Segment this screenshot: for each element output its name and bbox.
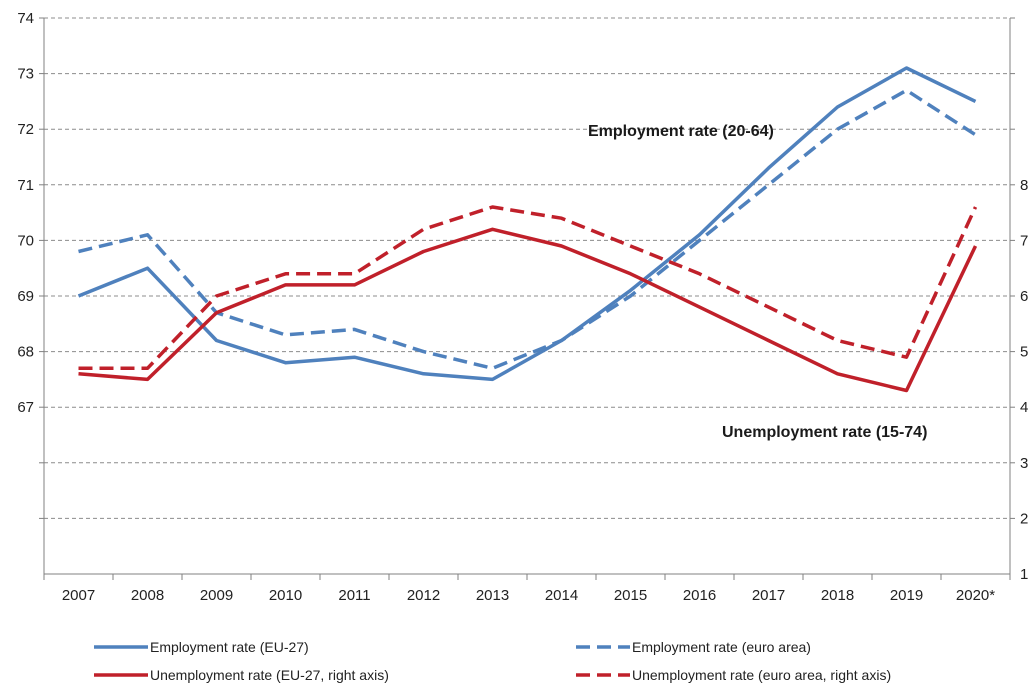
x-tick-label: 2009	[200, 587, 233, 604]
left-tick-label: 73	[17, 66, 34, 83]
right-axis-ticks: 1 2 3 4 5 6 7 8	[1020, 177, 1028, 583]
left-tick-label: 70	[17, 232, 34, 249]
gridlines	[44, 17, 1010, 519]
left-tick-label: 74	[17, 10, 34, 27]
series-line-1	[78, 88, 977, 371]
left-tick-label: 71	[17, 177, 34, 194]
series-line-3	[78, 205, 978, 371]
annotation-employment: Employment rate (20-64)	[588, 123, 774, 140]
right-tick-label: 3	[1020, 455, 1028, 472]
x-tick-label: 2016	[683, 587, 716, 604]
right-tick-label: 5	[1020, 344, 1028, 361]
x-tick-label: 2019	[890, 587, 923, 604]
x-tick-label: 2014	[545, 587, 578, 604]
legend-label-0: Employment rate (EU-27)	[150, 639, 309, 655]
legend-label-2: Unemployment rate (EU-27, right axis)	[150, 667, 389, 683]
left-tick-label: 67	[17, 399, 34, 416]
x-axis-ticks: 2007 2008 2009 2010 2011 2012 2013 2014 2015 2016…	[62, 587, 995, 604]
series-line-2	[78, 227, 978, 393]
series-lines	[77, 66, 978, 393]
left-tick-label: 68	[17, 344, 34, 361]
left-axis-ticks: 67 68 69 70 71 72 73 74	[17, 10, 34, 416]
x-tick-label: 2008	[131, 587, 164, 604]
right-tick-label: 4	[1020, 399, 1028, 416]
legend: Employment rate (EU-27) Employment rate (…	[94, 639, 891, 683]
right-tick-label: 7	[1020, 232, 1028, 249]
right-tick-label: 8	[1020, 177, 1028, 194]
axes	[39, 17, 1015, 580]
x-tick-label: 2015	[614, 587, 647, 604]
x-tick-label: 2013	[476, 587, 509, 604]
x-tick-label: 2017	[752, 587, 785, 604]
x-tick-label: 2011	[338, 587, 370, 604]
x-tick-label: 2007	[62, 587, 95, 604]
x-tick-label: 2012	[407, 587, 440, 604]
legend-label-3: Unemployment rate (euro area, right axis…	[632, 667, 891, 683]
annotation-unemployment: Unemployment rate (15-74)	[722, 424, 927, 441]
right-tick-label: 6	[1020, 288, 1028, 305]
x-tick-label: 2010	[269, 587, 302, 604]
x-tick-label: 2018	[821, 587, 854, 604]
left-tick-label: 69	[17, 288, 34, 305]
right-tick-label: 2	[1020, 510, 1028, 527]
series-line-0	[77, 66, 977, 382]
right-tick-label: 1	[1020, 566, 1028, 583]
legend-label-1: Employment rate (euro area)	[632, 639, 811, 655]
left-tick-label: 72	[17, 121, 34, 138]
x-tick-label: 2020*	[956, 587, 995, 604]
